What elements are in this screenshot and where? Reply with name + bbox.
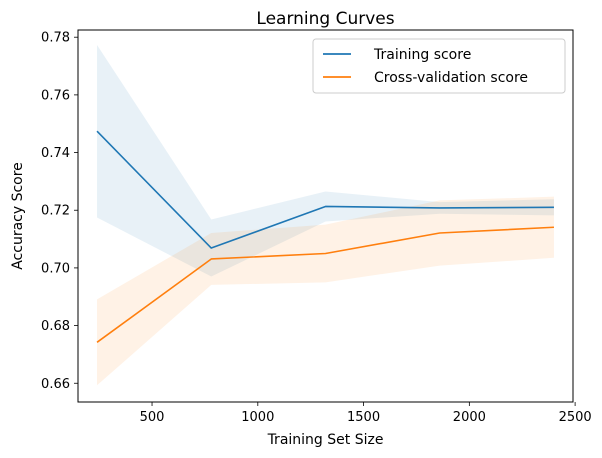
x-tick-label: 2000 — [453, 410, 486, 425]
y-tick-label: 0.66 — [41, 377, 70, 392]
y-axis-label: Accuracy Score — [10, 162, 26, 270]
y-tick-label: 0.76 — [41, 88, 70, 103]
legend-label-cv: Cross-validation score — [374, 70, 528, 86]
chart-title: Learning Curves — [256, 9, 394, 29]
y-tick-label: 0.74 — [41, 146, 70, 161]
band-cv — [97, 196, 554, 386]
x-tick-label: 1500 — [347, 410, 380, 425]
legend-box — [312, 38, 566, 94]
y-tick-label: 0.78 — [41, 31, 70, 46]
x-tick-label: 1000 — [241, 410, 274, 425]
y-axis-ticks: 0.66 0.68 0.70 0.72 0.74 0.76 0.78 — [41, 31, 78, 392]
confidence-bands — [97, 45, 554, 386]
series-lines — [96, 130, 555, 343]
y-tick-label: 0.68 — [41, 319, 70, 334]
legend: Training score Cross-validation score — [312, 38, 566, 94]
y-tick-label: 0.70 — [41, 261, 70, 276]
x-tick-label: 500 — [140, 410, 165, 425]
x-tick-label: 2500 — [559, 410, 592, 425]
x-axis-ticks: 500 1000 1500 2000 2500 — [140, 402, 592, 425]
x-axis-label: Training Set Size — [267, 432, 384, 448]
plot-frame — [77, 29, 574, 403]
y-tick-label: 0.72 — [41, 204, 70, 219]
legend-label-training: Training score — [373, 47, 471, 63]
